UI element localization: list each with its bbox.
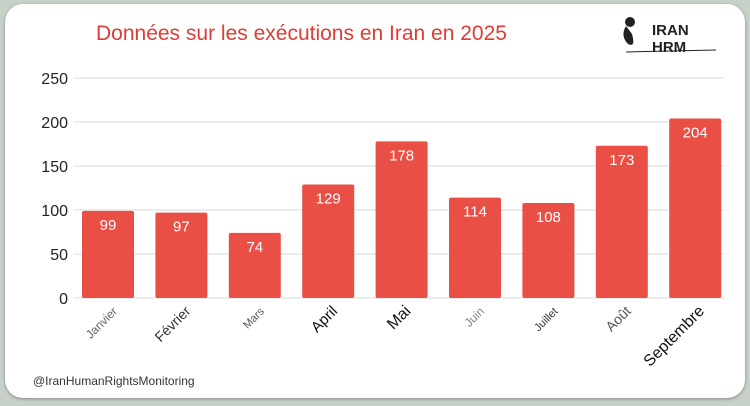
x-tick-label: Juillet	[532, 306, 560, 334]
data-label: 74	[246, 239, 263, 256]
bar	[155, 212, 208, 298]
bar	[522, 202, 575, 298]
bar	[595, 145, 648, 298]
bar	[669, 118, 722, 298]
data-label: 173	[609, 152, 634, 169]
data-label: 114	[463, 204, 487, 221]
data-label: 178	[389, 147, 414, 164]
y-tick-label: 0	[59, 291, 68, 308]
iran-hrm-logo: IRAN HRM	[612, 14, 722, 58]
x-tick-label: Mars	[241, 305, 267, 331]
logo-figure-icon	[623, 17, 717, 53]
y-tick-label: 150	[41, 159, 68, 176]
bar	[302, 184, 355, 298]
footer-handle: @IranHumanRightsMonitoring	[33, 374, 195, 388]
logo-text: IRAN HRM	[652, 22, 689, 56]
bar	[375, 141, 428, 298]
data-label: 204	[683, 124, 708, 141]
y-tick-label: 100	[41, 203, 68, 220]
bar	[228, 232, 281, 298]
data-label: 108	[536, 209, 561, 226]
x-tick-label: Juin	[462, 304, 487, 329]
x-tick-label: Septembre	[641, 303, 708, 370]
x-tick-label: Janvier	[83, 304, 120, 341]
bar	[82, 210, 134, 298]
x-tick-label: Mai	[384, 303, 414, 333]
data-label: 97	[173, 219, 190, 236]
y-tick-label: 250	[41, 71, 68, 88]
x-tick-label: April	[308, 303, 341, 336]
y-tick-label: 50	[50, 247, 68, 264]
bar	[449, 197, 501, 298]
data-label: 99	[100, 217, 117, 234]
x-tick-label: Février	[151, 303, 193, 345]
y-tick-label: 200	[41, 115, 68, 132]
x-tick-label: Août	[602, 303, 634, 335]
chart-title: Données sur les exécutions en Iran en 20…	[96, 22, 507, 45]
data-label: 129	[316, 190, 341, 207]
